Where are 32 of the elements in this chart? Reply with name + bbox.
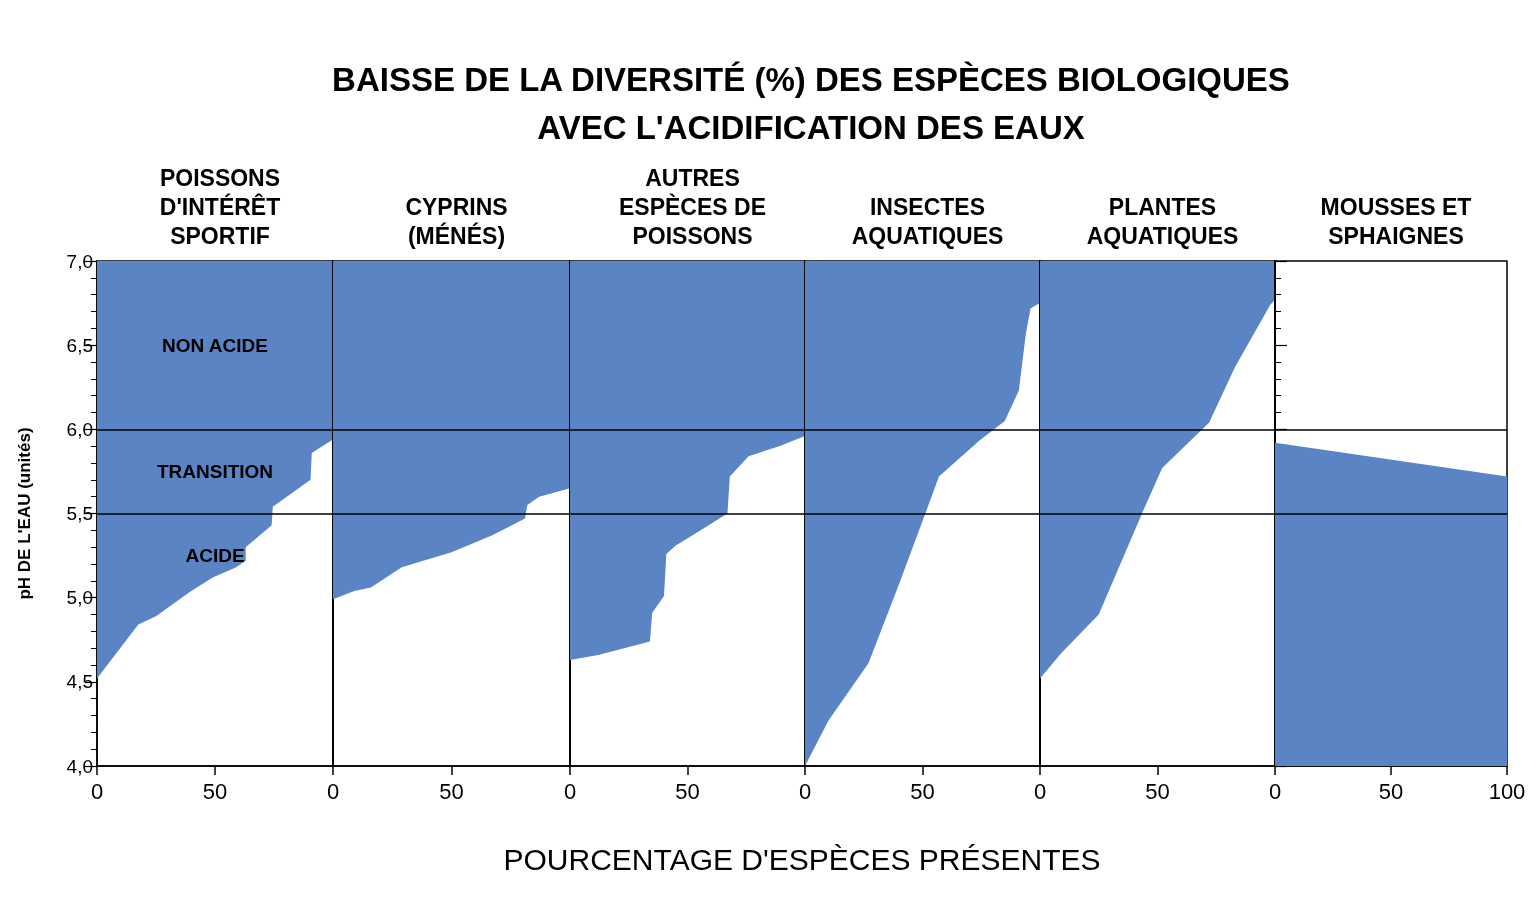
x-tick-label: 0 [563, 778, 577, 804]
annotation: TRANSITION [156, 460, 274, 482]
y-tick-label: 5,0 [66, 587, 93, 609]
x-tick-label: 50 [202, 778, 228, 804]
x-tick-label: 0 [326, 778, 340, 804]
y-axis-title: pH DE L'EAU (unités) [15, 427, 34, 600]
x-tick-label: 50 [439, 778, 464, 804]
x-axis-title: POURCENTAGE D'ESPÈCES PRÉSENTES [502, 843, 1102, 877]
chart-title: MOUSSES ET SPHAIGNES [1320, 193, 1472, 249]
chart-title: CYPRINS (MÉNÉS) [405, 193, 508, 249]
x-tick-label: 0 [1268, 778, 1282, 804]
y-tick-label: 7,0 [66, 250, 93, 272]
y-tick-label: 5,5 [66, 503, 93, 524]
x-tick-label: 0 [90, 778, 104, 804]
x-tick-label: 50 [1145, 778, 1170, 804]
x-tick-label: 50 [1378, 778, 1404, 804]
chart-title: AUTRES ESPÈCES DE POISSONS [619, 164, 766, 249]
y-tick-label: 4,0 [66, 755, 93, 777]
x-tick-label: 100 [1488, 778, 1526, 804]
chart-title: INSECTES AQUATIQUES [851, 193, 1004, 249]
chart-title: PLANTES AQUATIQUES [1086, 193, 1239, 249]
y-tick-label: 4,5 [66, 671, 93, 693]
chart-title: POISSONS D'INTÉRÊT SPORTIF [159, 164, 281, 249]
annotation: NON ACIDE [162, 334, 268, 356]
x-tick-label: 0 [798, 778, 812, 804]
annotation: ACIDE [185, 545, 245, 567]
x-tick-label: 50 [910, 778, 935, 804]
text: BAISSE DE LA DIVERSITÉ (%) DES ESPÈCES BIOLOGIQUES AVEC L'ACIDIFICATION DES EAUX [332, 60, 1290, 146]
x-tick-label: 0 [1033, 778, 1047, 804]
y-tick-label: 6,0 [66, 418, 93, 440]
y-tick-label: 6,5 [66, 334, 93, 356]
x-tick-label: 50 [675, 778, 700, 804]
